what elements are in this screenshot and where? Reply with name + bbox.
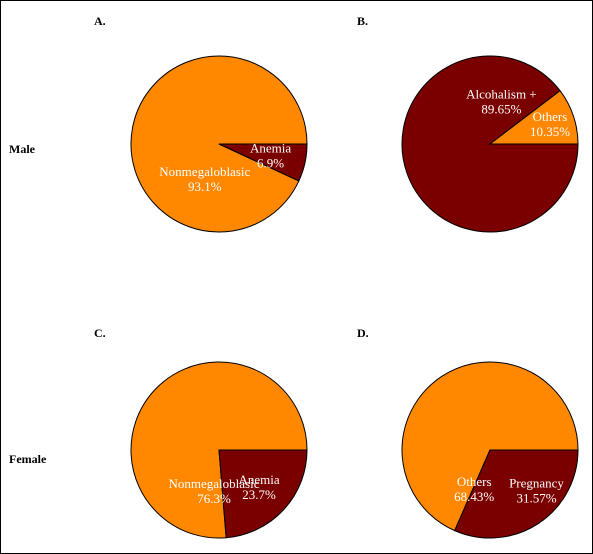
slice-percent: 76.3% — [197, 491, 231, 506]
slice-percent: 10.35% — [530, 124, 570, 139]
panel-letter-a: A. — [94, 14, 106, 28]
slice-percent: 68.43% — [454, 489, 494, 504]
pie-slice-d-1 — [454, 449, 579, 539]
pie-slice-b-1 — [488, 90, 579, 145]
pie-slice-a-2 — [130, 55, 308, 233]
slice-percent: 93.1% — [188, 179, 222, 194]
slice-percent: 6.9% — [257, 155, 284, 170]
slice-name: Anemia — [250, 140, 291, 155]
pie-panel-b: B. Others 10.35%Alcohalism +89.65% — [357, 14, 579, 233]
pie-slice-c-1 — [218, 449, 308, 539]
pie-slice-c-2 — [130, 361, 308, 539]
slice-label-c-2: Nonmegaloblasic 76.3% — [169, 476, 260, 506]
slice-name: Nonmegaloblasic — [159, 164, 250, 179]
slice-label-d-2: Others 68.43% — [454, 474, 494, 504]
slice-name: Alcohalism + — [466, 87, 537, 102]
slice-percent: 89.65% — [481, 102, 521, 117]
slice-name: Anemia — [239, 472, 280, 487]
panel-letter-b: B. — [357, 14, 368, 28]
slice-label-b-2: Alcohalism +89.65% — [466, 87, 537, 117]
slice-percent: 31.57% — [516, 491, 556, 506]
slice-name: Others — [457, 474, 492, 489]
slice-name: Nonmegaloblasic — [169, 476, 260, 491]
slice-label-b-1: Others 10.35% — [530, 109, 570, 139]
slice-label-d-1: Pregnancy 31.57% — [509, 476, 564, 506]
slice-name: Others — [533, 109, 568, 124]
panel-letter-c: C. — [94, 326, 106, 340]
slice-label-c-1: Anemia 23.7% — [239, 472, 280, 502]
pie-panel-a: A. Anemia 6.9%Nonmegaloblasic 93.1% — [94, 14, 308, 233]
row-label-female: Female — [9, 452, 47, 466]
pie-panel-c: C. Anemia 23.7%Nonmegaloblasic 76.3% — [94, 326, 308, 539]
pie-slice-a-1 — [218, 143, 308, 182]
pie-panel-d: D. Pregnancy 31.57% Others 68.43% — [357, 326, 579, 539]
panel-letter-d: D. — [357, 326, 369, 340]
slice-name: Pregnancy — [509, 476, 564, 491]
row-label-male: Male — [9, 142, 36, 156]
slice-label-a-1: Anemia 6.9% — [250, 140, 291, 170]
slice-label-a-2: Nonmegaloblasic 93.1% — [159, 164, 250, 194]
slice-percent: 23.7% — [242, 487, 276, 502]
pie-slice-d-2 — [401, 361, 579, 532]
